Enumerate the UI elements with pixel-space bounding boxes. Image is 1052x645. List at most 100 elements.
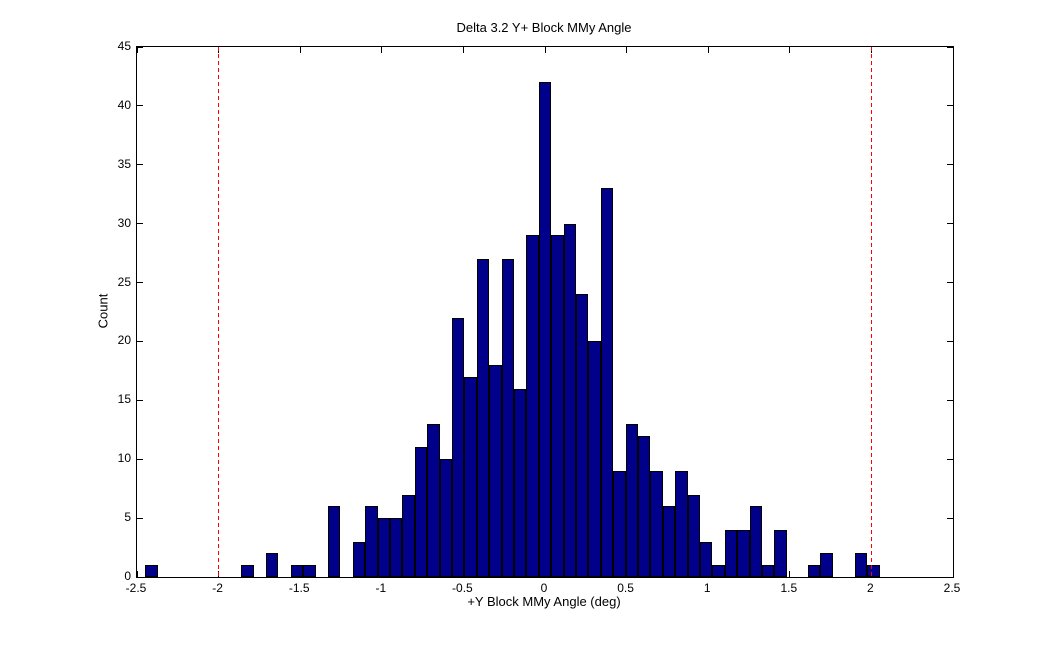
y-tick-mark — [137, 105, 143, 107]
histogram-bar — [513, 388, 527, 577]
histogram-bar — [551, 235, 564, 577]
y-tick-label: 35 — [117, 156, 131, 171]
x-tick-mark-top — [136, 47, 138, 53]
histogram-bar — [439, 459, 452, 577]
x-tick-mark — [789, 571, 791, 577]
x-tick-mark-top — [626, 47, 628, 53]
y-tick-label: 0 — [124, 569, 131, 583]
limit-line — [870, 47, 872, 577]
x-tick-mark — [136, 571, 138, 577]
histogram-bar — [807, 565, 821, 577]
x-tick-mark — [952, 571, 954, 577]
y-tick-mark — [137, 340, 143, 342]
histogram-bar — [365, 506, 378, 577]
y-tick-mark-right — [947, 340, 953, 342]
histogram-bar — [538, 82, 552, 577]
y-tick-mark — [137, 576, 143, 578]
histogram-bar — [724, 529, 738, 577]
y-tick-label: 30 — [117, 215, 131, 230]
histogram-bar — [687, 494, 701, 577]
histogram-bar — [327, 506, 341, 577]
chart-title: Delta 3.2 Y+ Block MMy Angle — [456, 20, 632, 35]
histogram-bar — [290, 565, 304, 577]
y-tick-mark-right — [947, 458, 953, 460]
x-tick-mark-top — [707, 47, 709, 53]
y-tick-mark — [137, 517, 143, 519]
y-tick-label: 45 — [117, 39, 131, 53]
histogram-bar — [501, 259, 514, 577]
histogram-bar — [352, 541, 366, 577]
x-tick-label: 2.5 — [943, 581, 961, 595]
x-axis-label: +Y Block MMy Angle (deg) — [467, 594, 621, 609]
histogram-bar — [588, 341, 601, 577]
plot-area — [136, 46, 954, 578]
histogram-bar — [749, 506, 763, 577]
y-tick-mark — [137, 46, 143, 48]
histogram-bar — [820, 553, 833, 577]
y-tick-label: 40 — [117, 97, 131, 112]
histogram-bar — [451, 317, 465, 577]
y-tick-label: 5 — [124, 510, 131, 525]
x-tick-label: 1 — [703, 581, 711, 595]
histogram-bar — [526, 235, 539, 577]
y-tick-mark-right — [947, 223, 953, 225]
histogram-bar — [774, 529, 787, 577]
histogram-bar — [737, 529, 750, 577]
x-tick-mark-top — [544, 47, 546, 53]
histogram-bar — [563, 223, 576, 577]
limit-line — [218, 47, 220, 577]
x-tick-label: -1.5 — [288, 581, 310, 595]
histogram-bar — [389, 518, 403, 577]
y-tick-mark-right — [947, 105, 953, 107]
y-tick-mark-right — [947, 282, 953, 284]
histogram-bar — [867, 565, 880, 577]
y-tick-mark — [137, 223, 143, 225]
histogram-bar — [427, 423, 440, 577]
histogram-bar — [464, 376, 477, 577]
y-tick-mark-right — [947, 46, 953, 48]
y-tick-mark-right — [947, 399, 953, 401]
x-tick-label: -2 — [212, 581, 223, 595]
histogram-bar — [700, 541, 713, 577]
histogram-bar — [638, 435, 651, 577]
histogram-bar — [303, 565, 316, 577]
histogram-bar — [145, 565, 158, 577]
histogram-bar — [712, 565, 725, 577]
x-tick-label: 2 — [867, 581, 874, 595]
x-tick-mark-top — [299, 47, 301, 53]
y-tick-label: 10 — [117, 451, 131, 466]
y-tick-mark-right — [947, 517, 953, 519]
y-tick-mark-right — [947, 164, 953, 166]
y-tick-mark — [137, 164, 143, 166]
histogram-bar — [762, 565, 775, 577]
x-tick-label: 0 — [540, 581, 548, 595]
x-tick-mark-top — [462, 47, 464, 53]
x-tick-label: 1.5 — [780, 581, 798, 595]
histogram-bar — [650, 471, 663, 577]
x-tick-label: -0.5 — [452, 581, 473, 595]
histogram-bar — [241, 565, 254, 577]
histogram-bar — [576, 294, 589, 577]
histogram-bar — [476, 259, 490, 577]
x-tick-mark-top — [952, 47, 954, 53]
histogram-bar — [855, 553, 868, 577]
y-tick-label: 15 — [117, 392, 131, 407]
histogram-bar — [625, 423, 638, 577]
histogram-bar — [675, 471, 688, 577]
histogram-bar — [377, 518, 390, 577]
y-tick-mark — [137, 282, 143, 284]
x-tick-mark-top — [789, 47, 791, 53]
histogram-bar — [489, 365, 502, 577]
histogram-bar — [662, 506, 676, 577]
y-tick-label: 25 — [117, 274, 131, 289]
histogram-bar — [402, 494, 415, 577]
y-tick-mark-right — [947, 576, 953, 578]
x-tick-label: -2.5 — [125, 581, 147, 595]
x-tick-mark-top — [381, 47, 383, 53]
y-tick-mark — [137, 458, 143, 460]
histogram-bar — [414, 447, 428, 577]
histogram-bar — [265, 553, 279, 577]
y-axis-label: Count — [95, 293, 111, 329]
y-tick-label: 20 — [117, 333, 131, 348]
